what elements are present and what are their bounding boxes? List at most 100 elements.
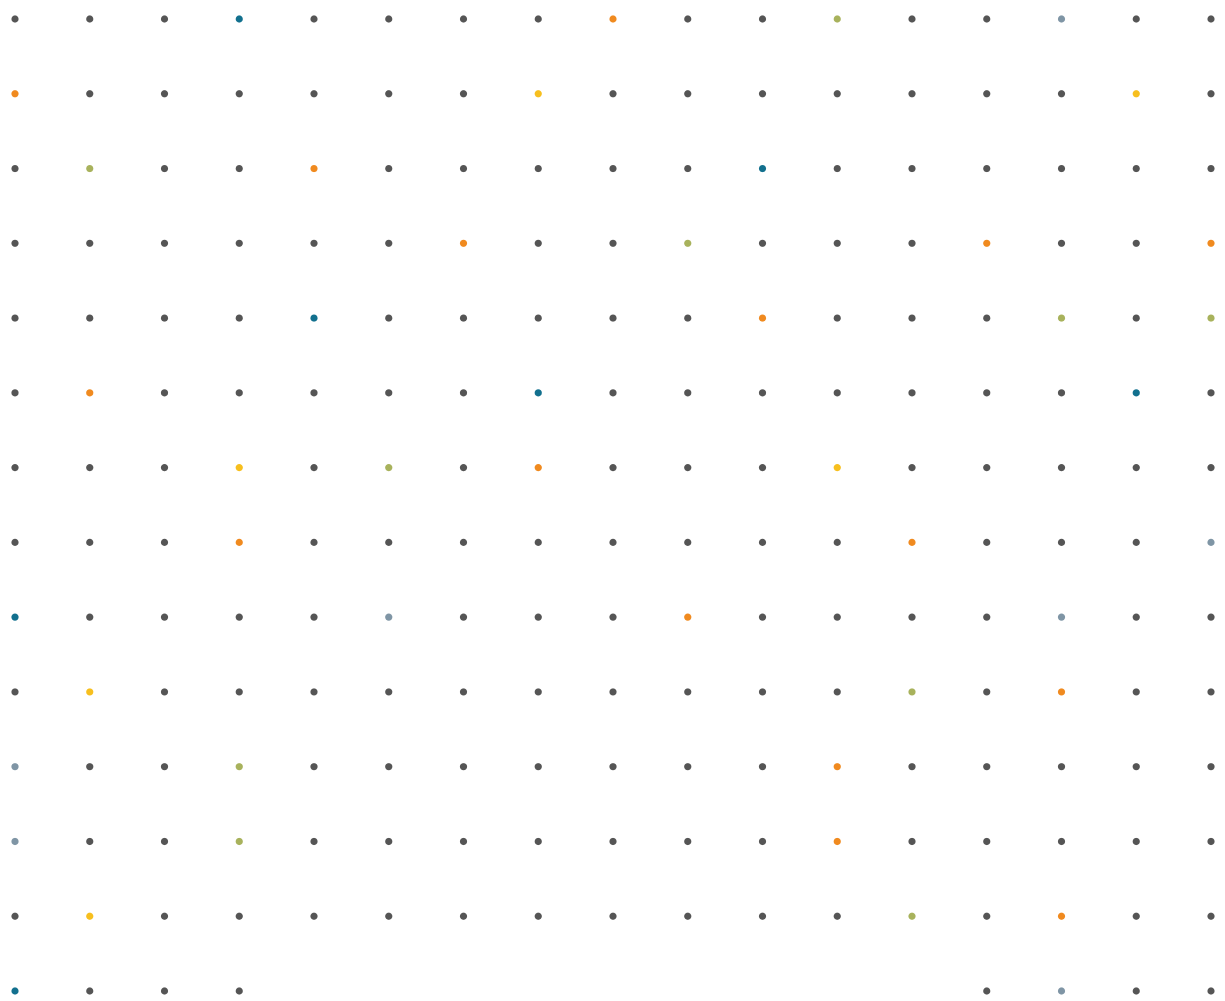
dot bbox=[908, 464, 916, 472]
dot bbox=[1207, 464, 1215, 472]
dot bbox=[160, 90, 169, 98]
dot bbox=[160, 15, 169, 23]
dot bbox=[160, 538, 169, 546]
dot bbox=[1132, 239, 1140, 247]
dot bbox=[459, 239, 468, 247]
dot bbox=[1057, 90, 1066, 98]
dot bbox=[1132, 90, 1140, 98]
dot bbox=[1207, 239, 1215, 247]
dot bbox=[534, 164, 542, 173]
dot bbox=[1132, 15, 1140, 23]
dot bbox=[11, 389, 19, 397]
dot bbox=[534, 837, 542, 846]
dot bbox=[1207, 763, 1215, 771]
dot bbox=[534, 90, 542, 98]
dot bbox=[1207, 314, 1215, 322]
dot bbox=[908, 314, 916, 322]
dot bbox=[310, 90, 318, 98]
dot bbox=[1057, 15, 1066, 23]
dot bbox=[833, 314, 841, 322]
dot bbox=[684, 763, 692, 771]
dot bbox=[1132, 464, 1140, 472]
dot bbox=[534, 464, 542, 472]
dot bbox=[684, 538, 692, 546]
dot bbox=[385, 763, 393, 771]
dot bbox=[684, 613, 692, 621]
dot bbox=[160, 464, 169, 472]
dot bbox=[11, 15, 19, 23]
dot bbox=[385, 15, 393, 23]
dot bbox=[684, 239, 692, 247]
dot bbox=[684, 912, 692, 920]
dot bbox=[684, 164, 692, 173]
dot bbox=[1057, 912, 1066, 920]
dot bbox=[1207, 15, 1215, 23]
dot bbox=[86, 912, 94, 920]
dot bbox=[160, 688, 169, 696]
dot bbox=[983, 464, 991, 472]
dot bbox=[310, 688, 318, 696]
dot bbox=[1057, 987, 1066, 995]
dot bbox=[459, 837, 468, 846]
dot bbox=[1207, 164, 1215, 173]
dot bbox=[833, 538, 841, 546]
dot bbox=[1057, 688, 1066, 696]
dot bbox=[11, 538, 19, 546]
dot bbox=[310, 837, 318, 846]
dot bbox=[86, 314, 94, 322]
dot bbox=[758, 464, 767, 472]
dot bbox=[310, 239, 318, 247]
dot bbox=[758, 90, 767, 98]
dot bbox=[1132, 314, 1140, 322]
dot bbox=[1057, 613, 1066, 621]
dot bbox=[310, 763, 318, 771]
dot bbox=[235, 314, 243, 322]
dot bbox=[908, 613, 916, 621]
dot bbox=[1132, 912, 1140, 920]
dot bbox=[833, 389, 841, 397]
dot bbox=[459, 538, 468, 546]
dot bbox=[235, 239, 243, 247]
dot bbox=[459, 464, 468, 472]
dot bbox=[534, 763, 542, 771]
dot bbox=[983, 987, 991, 995]
dot bbox=[983, 837, 991, 846]
dot bbox=[459, 763, 468, 771]
dot bbox=[758, 688, 767, 696]
dot bbox=[534, 688, 542, 696]
dot bbox=[1207, 688, 1215, 696]
dot bbox=[1132, 613, 1140, 621]
dot bbox=[983, 538, 991, 546]
dot bbox=[235, 912, 243, 920]
dot bbox=[1207, 613, 1215, 621]
dot bbox=[459, 314, 468, 322]
dot bbox=[609, 538, 617, 546]
dot bbox=[534, 538, 542, 546]
dot bbox=[459, 389, 468, 397]
dot bbox=[609, 164, 617, 173]
dot bbox=[534, 15, 542, 23]
dot bbox=[235, 538, 243, 546]
dot bbox=[11, 763, 19, 771]
dot bbox=[983, 912, 991, 920]
dot bbox=[86, 987, 94, 995]
dot bbox=[310, 538, 318, 546]
dot bbox=[684, 464, 692, 472]
dot bbox=[833, 464, 841, 472]
dot bbox=[235, 613, 243, 621]
dot bbox=[160, 763, 169, 771]
dot bbox=[908, 15, 916, 23]
dot bbox=[1057, 239, 1066, 247]
dot bbox=[983, 15, 991, 23]
dot bbox=[1132, 538, 1140, 546]
dot bbox=[908, 90, 916, 98]
dot bbox=[385, 613, 393, 621]
dot bbox=[86, 837, 94, 846]
dot bbox=[86, 239, 94, 247]
dot bbox=[983, 90, 991, 98]
dot bbox=[908, 688, 916, 696]
dot bbox=[908, 164, 916, 173]
dot bbox=[86, 15, 94, 23]
dot bbox=[609, 688, 617, 696]
dot bbox=[833, 164, 841, 173]
